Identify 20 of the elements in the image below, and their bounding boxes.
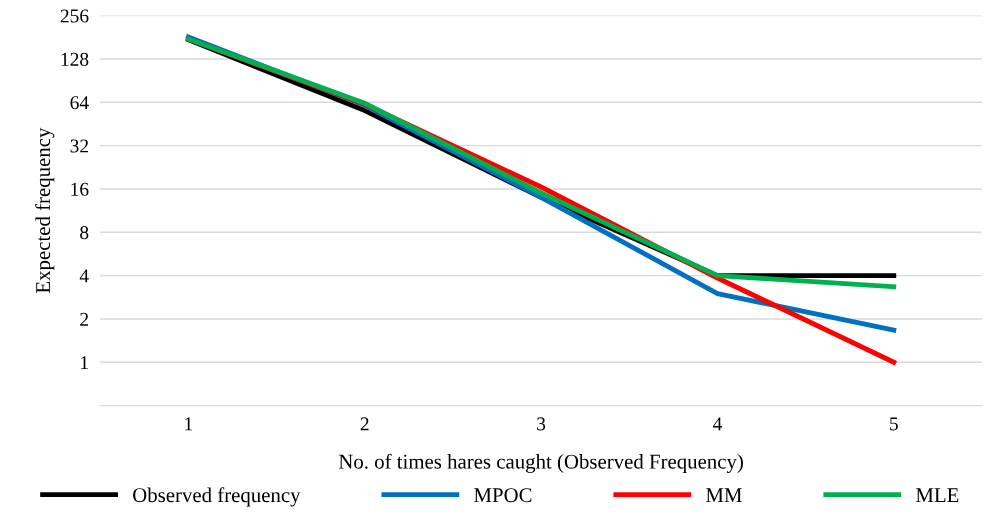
y-tick-label: 128 <box>61 52 89 66</box>
x-axis-title: No. of times hares caught (Observed Frequency) <box>338 453 743 473</box>
legend-label: MPOC <box>474 488 532 503</box>
x-tick-label: 3 <box>537 417 546 431</box>
y-axis-title: Expected frequency <box>35 127 55 293</box>
y-tick-label: 1 <box>81 356 88 370</box>
y-tick-label: 64 <box>70 96 89 110</box>
x-tick-label: 5 <box>890 417 898 431</box>
x-tick-label: 2 <box>360 417 369 431</box>
y-tick-label: 8 <box>80 226 89 240</box>
legend-label: Observed frequency <box>133 487 301 507</box>
x-tick-label: 4 <box>712 417 722 431</box>
y-tick-label: 4 <box>79 269 89 283</box>
legend-label: MM <box>706 488 742 502</box>
y-tick-label: 256 <box>60 9 89 23</box>
legend-label: MLE <box>916 488 959 502</box>
x-tick-label: 1 <box>185 417 193 431</box>
y-tick-label: 32 <box>70 139 89 153</box>
y-tick-label: 2 <box>80 312 89 326</box>
y-tick-label: 16 <box>71 182 89 196</box>
